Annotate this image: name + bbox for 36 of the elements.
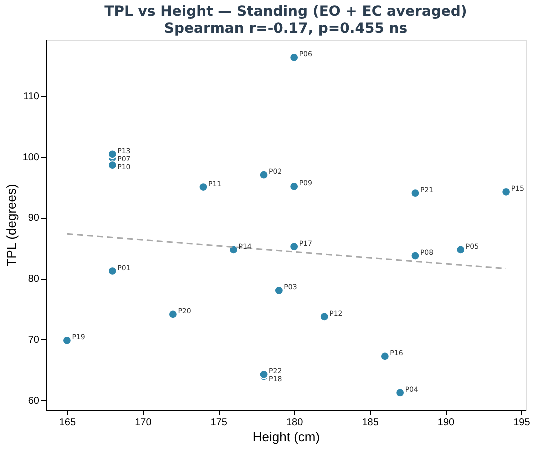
point: [410, 188, 420, 198]
point: [108, 160, 118, 170]
point: [259, 170, 269, 180]
x-axis-title: Height (cm): [252, 430, 320, 444]
y-tick-label: 90: [28, 213, 40, 224]
point: [108, 266, 118, 276]
x-tick-label: 175: [210, 418, 228, 428]
x-tick-label: 185: [362, 418, 380, 428]
chart-subtitle: Spearman r=-0.17, p=0.455 ns: [164, 21, 408, 37]
y-tick-label: 110: [24, 91, 40, 102]
point: [229, 245, 238, 255]
point: [290, 182, 300, 192]
x-tick-label: 195: [514, 418, 531, 428]
x-tick-label: 170: [135, 418, 152, 428]
y-tick-label: 60: [28, 396, 40, 407]
x-tick-label: 190: [438, 418, 456, 428]
point: [290, 52, 300, 62]
point: [380, 352, 390, 362]
y-tick-label: 80: [28, 274, 40, 286]
x-tick-label: 180: [286, 418, 304, 428]
point: [502, 187, 511, 197]
point: [198, 182, 208, 192]
point: [456, 245, 466, 255]
point: [108, 150, 118, 160]
point: [410, 251, 420, 261]
point: [290, 242, 300, 252]
point: [396, 388, 406, 398]
y-tick-label: 100: [22, 152, 40, 164]
chart-title: TPL vs Height — Standing (EO + EC averaged): [104, 4, 468, 20]
y-axis-title: TPL (degrees): [4, 184, 19, 267]
point: [274, 286, 284, 296]
point: [62, 336, 72, 346]
point: [168, 310, 178, 320]
y-tick-label: 70: [28, 334, 40, 346]
point: [320, 312, 330, 322]
x-tick-label: 165: [59, 418, 76, 428]
